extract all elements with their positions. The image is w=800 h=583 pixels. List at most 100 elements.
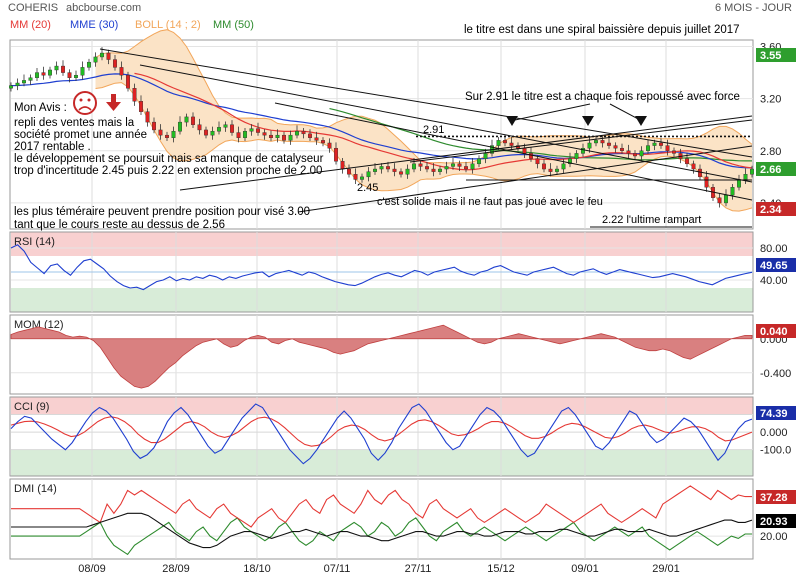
dmi-title: DMI (14) [14, 483, 57, 495]
candle [639, 146, 644, 161]
candle [184, 113, 189, 127]
candle-body [607, 142, 612, 146]
candle [41, 66, 46, 80]
x-tick-label: 09/01 [571, 563, 599, 575]
candle-body [321, 140, 326, 144]
candle-body [301, 131, 306, 135]
candle-body [151, 121, 156, 131]
candle-body [639, 150, 644, 157]
trend-line [139, 64, 753, 183]
avis-line-2: société promet une année [14, 129, 147, 141]
candle [457, 160, 462, 171]
candle-body [340, 161, 345, 170]
candle-body [216, 127, 221, 132]
candle-body [184, 116, 189, 123]
arrow-stem [609, 103, 641, 121]
candle [633, 150, 638, 160]
rsi-y-tick: 40.00 [760, 275, 788, 287]
candle-body [542, 163, 547, 170]
candle-body [652, 142, 657, 146]
x-tick-label: 28/09 [162, 563, 190, 575]
candle-body [171, 131, 176, 138]
annotation-top-right: le titre est dans une spiral baissière d… [464, 24, 740, 36]
candle-body [496, 140, 501, 146]
bollinger-lower-line [95, 82, 753, 212]
dmi-plus-line [11, 485, 752, 528]
candle [477, 155, 482, 168]
candle-body [164, 134, 169, 138]
mom-panel-frame [9, 314, 754, 395]
candle-body [158, 129, 163, 136]
candle-body [659, 142, 664, 146]
price-low-badge: 2.34 [760, 204, 782, 216]
candle-body [93, 56, 98, 63]
candle-body [61, 65, 66, 73]
candle [288, 130, 293, 145]
candle-body [269, 134, 274, 138]
candle-body [379, 166, 384, 170]
candle-body [646, 145, 651, 151]
candle [366, 167, 371, 182]
candle-body [483, 153, 488, 159]
candle [80, 61, 85, 80]
candle [171, 126, 176, 143]
candle-body [548, 168, 553, 172]
candle-body [41, 72, 46, 76]
price-last-badge: 2.66 [760, 164, 781, 176]
candle-body [620, 147, 625, 151]
candle-body [613, 145, 618, 149]
cci-title: CCI (9) [14, 401, 49, 413]
candle-body [132, 88, 137, 102]
candle-body [256, 128, 261, 133]
candle [145, 108, 150, 127]
annotation-resistance: Sur 2.91 le titre est a chaque fois repo… [465, 91, 740, 103]
candle-body [672, 150, 677, 154]
x-tick-label: 29/01 [652, 563, 680, 575]
candle-body [470, 163, 475, 170]
candle [249, 124, 254, 136]
candle-body [223, 124, 228, 128]
price-last-badge-bg [756, 162, 796, 176]
candle [574, 150, 579, 164]
cci-y-tick: -100.0 [760, 445, 791, 457]
candle [353, 168, 358, 185]
candle-body [80, 67, 85, 76]
candle-body [698, 168, 703, 178]
candle-body [8, 85, 13, 89]
candle-body [145, 111, 150, 123]
candle [73, 70, 78, 82]
mom-y-tick: -0.400 [760, 368, 791, 380]
candle [216, 121, 221, 135]
candle [242, 127, 247, 142]
candle-body [392, 168, 397, 172]
down-arrow-marker [506, 116, 518, 126]
candle [132, 83, 137, 106]
cci-line [10, 403, 753, 465]
price-high-badge: 3.55 [760, 50, 781, 62]
candle [431, 163, 436, 177]
candle [672, 147, 677, 157]
candle [626, 144, 631, 158]
candle-body [229, 124, 234, 133]
bottom-line-1: les plus téméraire peuvent prendre posit… [14, 206, 310, 218]
candle [28, 74, 33, 85]
candle-body [334, 147, 339, 162]
candle [379, 163, 384, 174]
dmi-minus-badge-bg [756, 514, 796, 528]
candle [308, 129, 313, 142]
candle [665, 139, 670, 156]
header-symbol: COHERIS [8, 2, 58, 14]
candle [542, 159, 547, 173]
candle-body [399, 171, 404, 175]
candle [262, 129, 267, 140]
candle-body [373, 168, 378, 172]
candle [35, 68, 40, 82]
legend-mm50: MM (50) [213, 19, 254, 31]
candle [392, 163, 397, 177]
legend-boll: BOLL (14 ; 2) [135, 19, 201, 31]
mom-value-badge: 0.040 [760, 326, 788, 338]
candle-body [106, 52, 111, 60]
candle-body [724, 194, 729, 204]
price-panel-frame [9, 39, 754, 230]
bottom-line-2: tant que le cours reste au dessus de 2.5… [14, 219, 225, 231]
